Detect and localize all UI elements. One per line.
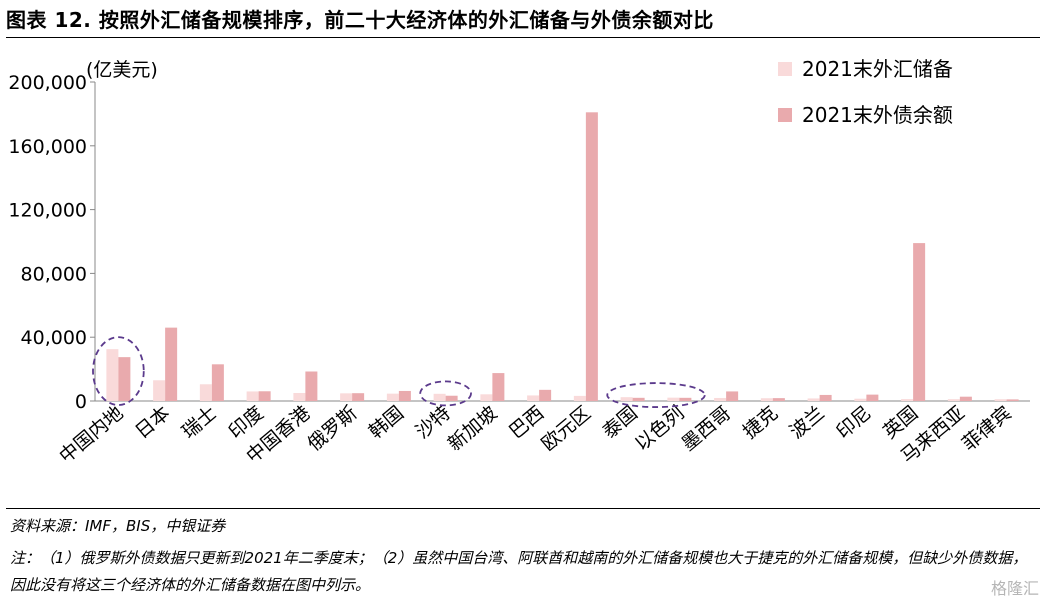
legend-swatch <box>778 108 792 122</box>
bar-reserves <box>386 393 399 401</box>
bar-debt <box>118 357 131 401</box>
bar-reserves <box>199 384 212 401</box>
x-tick-label: 俄罗斯 <box>304 402 362 456</box>
legend-label: 2021末外债余额 <box>802 103 953 127</box>
bar-reserves <box>527 395 540 401</box>
x-tick-label: 瑞士 <box>178 402 221 443</box>
x-tick-label: 菲律宾 <box>958 402 1016 456</box>
bar-debt <box>539 389 552 401</box>
bar-reserves <box>480 394 493 401</box>
x-tick-label: 墨西哥 <box>678 402 736 456</box>
bar-debt <box>492 373 505 401</box>
bar-chart: (亿美元) 0 40,000 80,000 120,000 160,000 200,000 中… <box>8 57 1030 468</box>
bar-debt <box>211 364 224 401</box>
y-tick-label: 40,000 <box>21 327 87 349</box>
x-tick-label: 新加坡 <box>444 402 502 456</box>
watermark-logo: 格隆汇 <box>990 579 1039 598</box>
footer-rule <box>6 508 1040 509</box>
bar-reserves <box>667 397 680 401</box>
source-text: 资料来源：IMF，BIS，中银证券 <box>10 517 226 535</box>
highlight-ellipse <box>92 336 145 406</box>
y-axis-label: (亿美元) <box>86 59 158 81</box>
bar-debt <box>305 371 318 401</box>
x-tick-label: 韩国 <box>365 402 408 443</box>
legend-label: 2021末外汇储备 <box>802 57 953 81</box>
bar-debt <box>1006 399 1019 401</box>
y-tick-label: 200,000 <box>8 72 87 94</box>
x-tick-label: 波兰 <box>786 402 829 443</box>
bar-debt <box>585 112 598 402</box>
bar-reserves <box>714 397 727 401</box>
bar-debt <box>866 394 879 401</box>
x-tick-label: 日本 <box>131 402 174 443</box>
y-tick-label: 80,000 <box>21 263 87 285</box>
bar-debt <box>819 394 832 401</box>
bar-reserves <box>246 391 259 401</box>
bar-reserves <box>994 399 1007 401</box>
bar-reserves <box>573 395 586 401</box>
bar-reserves <box>947 399 960 401</box>
y-tick-label: 120,000 <box>8 200 87 222</box>
bar-reserves <box>433 393 446 401</box>
bar-reserves <box>901 399 914 401</box>
x-tick-label: 欧元区 <box>537 402 595 456</box>
bar-reserves <box>340 393 353 401</box>
bar-debt <box>352 393 365 401</box>
legend-swatch <box>778 62 792 76</box>
bar-debt <box>398 390 411 401</box>
x-tick-label: 印尼 <box>832 402 875 443</box>
x-tick-label: 捷克 <box>739 402 782 443</box>
bar-debt <box>632 397 645 401</box>
bar-reserves <box>620 397 633 401</box>
bar-debt <box>445 395 458 401</box>
bar-reserves <box>854 398 867 401</box>
title-rule <box>6 37 1040 38</box>
bar-reserves <box>153 380 166 401</box>
bar-debt <box>258 391 271 401</box>
bar-reserves <box>293 393 306 401</box>
highlight-ellipse <box>419 380 472 407</box>
bar-debt <box>679 397 692 401</box>
bar-debt <box>726 391 739 401</box>
bar-debt <box>913 243 926 401</box>
note-text: 注：（1）俄罗斯外债数据只更新到2021年二季度末；（2）虽然中国台湾、阿联酋和… <box>10 549 1028 594</box>
y-tick-label: 0 <box>75 391 87 413</box>
bar-debt <box>772 398 785 401</box>
figure-title: 图表 12. 按照外汇储备规模排序，前二十大经济体的外汇储备与外债余额对比 <box>6 8 714 32</box>
bar-reserves <box>106 349 119 401</box>
bar-reserves <box>807 398 820 401</box>
x-tick-label: 中国内地 <box>55 402 127 468</box>
bar-debt <box>165 327 178 401</box>
bar-reserves <box>760 398 773 401</box>
y-tick-label: 160,000 <box>8 136 87 158</box>
highlight-ellipse <box>606 382 706 408</box>
bar-debt <box>959 396 972 401</box>
x-tick-label: 以色列 <box>631 402 689 456</box>
